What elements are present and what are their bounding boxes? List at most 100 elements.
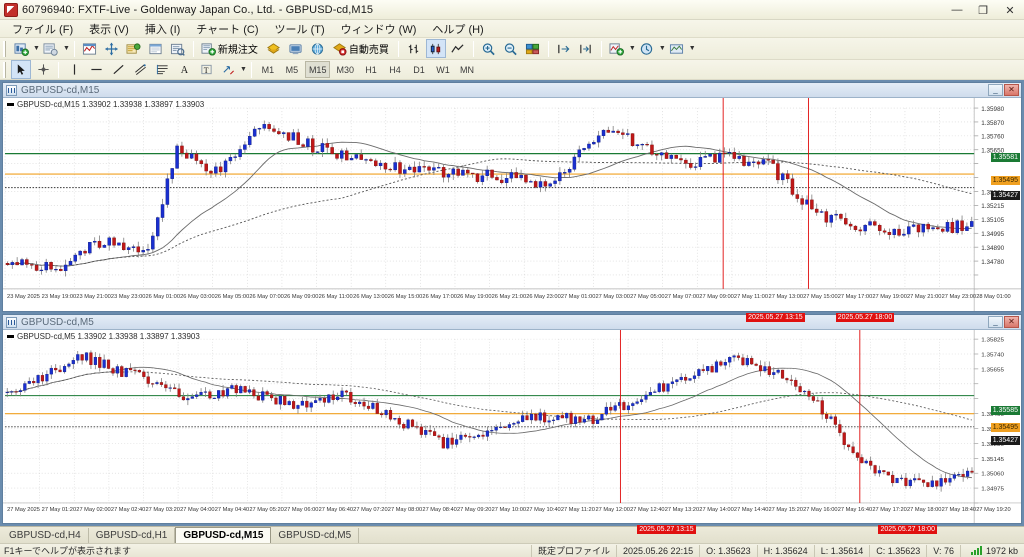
svg-text:27 May 02:00: 27 May 02:00 xyxy=(76,507,110,513)
status-low: L: 1.35614 xyxy=(813,544,870,557)
svg-text:27 May 06:40: 27 May 06:40 xyxy=(319,507,353,513)
chart-m15-title-bar[interactable]: GBPUSD-cd,M15 _ ✕ xyxy=(3,83,1021,98)
svg-text:1.35825: 1.35825 xyxy=(981,338,1004,344)
svg-text:26 May 05:00: 26 May 05:00 xyxy=(215,294,250,300)
line-chart-icon[interactable] xyxy=(448,39,468,58)
minimize-button[interactable]: — xyxy=(951,4,963,16)
zoom-in-icon[interactable] xyxy=(479,39,499,58)
tab-gbpusd-h4[interactable]: GBPUSD-cd,H4 xyxy=(2,528,89,543)
svg-text:27 May 05:00: 27 May 05:00 xyxy=(630,294,665,300)
text-icon[interactable]: T xyxy=(196,60,216,79)
timeframe-m30[interactable]: M30 xyxy=(336,64,354,75)
chart-window-m15: GBPUSD-cd,M15 _ ✕ GBPUSD-cd,M15 1.33902 … xyxy=(2,82,1022,322)
chart-profile-icon[interactable] xyxy=(80,39,100,58)
tile-windows-icon[interactable] xyxy=(523,39,543,58)
svg-text:27 May 21:00: 27 May 21:00 xyxy=(907,294,942,300)
svg-text:27 May 09:20: 27 May 09:20 xyxy=(457,507,491,513)
tab-gbpusd-m5[interactable]: GBPUSD-cd,M5 xyxy=(271,528,360,543)
menu-file[interactable]: ファイル (F) xyxy=(12,23,74,36)
fibonacci-retracement-icon[interactable] xyxy=(152,60,172,79)
arrows-icon[interactable] xyxy=(218,60,238,79)
crosshair-move-icon[interactable] xyxy=(102,39,122,58)
chart-m5-close-button[interactable]: ✕ xyxy=(1004,316,1019,328)
status-connection-traffic[interactable]: 1972 kb xyxy=(959,544,1024,557)
drawing-toolbar-grip[interactable] xyxy=(3,61,7,78)
chart-m15-ohlc-text: GBPUSD-cd,M15 1.33902 1.33938 1.33897 1.… xyxy=(17,100,205,109)
drawing-separator-2 xyxy=(250,61,252,78)
menu-window[interactable]: ウィンドウ (W) xyxy=(340,23,417,36)
toolbar-grip[interactable] xyxy=(3,40,7,57)
new-chart-dropdown-icon[interactable]: ▼ xyxy=(33,45,40,52)
timeframe-m15[interactable]: M15 xyxy=(304,61,331,78)
expert-advisor-icon[interactable] xyxy=(264,39,284,58)
navigator-icon[interactable] xyxy=(168,39,188,58)
timeframe-d1[interactable]: D1 xyxy=(413,64,425,75)
indicators-icon[interactable] xyxy=(607,39,627,58)
chart-m15-close-button[interactable]: ✕ xyxy=(1004,84,1019,96)
close-button[interactable]: ✕ xyxy=(1005,4,1015,17)
status-profile[interactable]: 既定プロファイル xyxy=(531,544,616,557)
maximize-button[interactable]: ❐ xyxy=(978,4,988,17)
svg-text:1.35760: 1.35760 xyxy=(981,134,1004,141)
vertical-line-icon[interactable] xyxy=(64,60,84,79)
menu-chart[interactable]: チャート (C) xyxy=(196,23,259,36)
help-globe-icon[interactable] xyxy=(308,39,328,58)
candlestick-chart-icon[interactable] xyxy=(425,39,446,58)
menu-view[interactable]: 表示 (V) xyxy=(89,23,129,36)
chart-window-m5: GBPUSD-cd,M5 _ ✕ GBPUSD-cd,M5 1.33902 1.… xyxy=(2,314,1022,534)
horizontal-line-icon[interactable] xyxy=(86,60,106,79)
zoom-out-icon[interactable] xyxy=(501,39,521,58)
chart-m5-minimize-button[interactable]: _ xyxy=(988,316,1003,328)
svg-text:27 May 01:00: 27 May 01:00 xyxy=(561,294,596,300)
open-chart-icon[interactable] xyxy=(41,39,61,58)
strategy-tester-icon[interactable] xyxy=(286,39,306,58)
market-watch-icon[interactable] xyxy=(124,39,144,58)
svg-text:27 May 16:00: 27 May 16:00 xyxy=(803,507,837,513)
period-dropdown-icon[interactable]: ▼ xyxy=(658,45,666,52)
svg-text:T: T xyxy=(203,66,208,75)
menu-insert[interactable]: 挿入 (I) xyxy=(144,23,181,36)
bar-chart-icon[interactable] xyxy=(404,39,424,58)
open-chart-dropdown-icon[interactable]: ▼ xyxy=(62,45,70,52)
shift-end-icon[interactable] xyxy=(554,39,574,58)
timeframe-h1[interactable]: H1 xyxy=(365,64,377,75)
svg-text:27 May 12:00: 27 May 12:00 xyxy=(595,507,629,513)
chart-m5-plot: 1.358251.357401.356551.354001.353151.352… xyxy=(3,330,1021,523)
indicators-dropdown-icon[interactable]: ▼ xyxy=(628,45,636,52)
autotrade-button[interactable]: 自動売買 xyxy=(329,39,394,58)
drawing-separator xyxy=(58,61,59,78)
templates-dropdown-icon[interactable]: ▼ xyxy=(688,45,696,52)
auto-scroll-icon[interactable] xyxy=(576,39,596,58)
arrows-dropdown-icon[interactable]: ▼ xyxy=(240,66,247,73)
toolbar-separator xyxy=(73,40,75,57)
svg-text:27 May 19:00: 27 May 19:00 xyxy=(872,294,907,300)
timeframe-m5[interactable]: M5 xyxy=(285,64,299,75)
period-icon[interactable] xyxy=(637,39,657,58)
data-window-icon[interactable] xyxy=(146,39,166,58)
templates-icon[interactable] xyxy=(667,39,687,58)
timeframe-m1[interactable]: M1 xyxy=(261,64,275,75)
menu-help[interactable]: ヘルプ (H) xyxy=(432,23,484,36)
crosshair-icon[interactable] xyxy=(33,60,53,79)
equidistant-channel-icon[interactable] xyxy=(130,60,150,79)
trendline-icon[interactable] xyxy=(108,60,128,79)
timeframe-mn[interactable]: MN xyxy=(459,64,474,75)
timeframe-w1[interactable]: W1 xyxy=(436,64,450,75)
tab-gbpusd-m15[interactable]: GBPUSD-cd,M15 xyxy=(175,527,272,543)
menu-tools[interactable]: ツール (T) xyxy=(274,23,325,36)
svg-text:A: A xyxy=(180,65,188,76)
timeframe-h4[interactable]: H4 xyxy=(389,64,401,75)
tab-gbpusd-h1[interactable]: GBPUSD-cd,H1 xyxy=(89,528,176,543)
chart-m15-canvas[interactable]: GBPUSD-cd,M15 1.33902 1.33938 1.33897 1.… xyxy=(3,98,1021,311)
svg-text:26 May 11:00: 26 May 11:00 xyxy=(319,294,353,300)
svg-text:1.35215: 1.35215 xyxy=(981,203,1004,210)
text-label-icon[interactable]: A xyxy=(174,60,194,79)
svg-text:27 May 09:00: 27 May 09:00 xyxy=(699,294,734,300)
toolbar-separator-6 xyxy=(600,40,602,57)
cursor-icon[interactable] xyxy=(11,60,31,79)
chart-m15-minimize-button[interactable]: _ xyxy=(988,84,1003,96)
svg-text:26 May 23:00: 26 May 23:00 xyxy=(526,294,561,300)
new-order-button[interactable]: 新規注文 xyxy=(198,39,263,58)
chart-m5-canvas[interactable]: GBPUSD-cd,M5 1.33902 1.33938 1.33897 1.3… xyxy=(3,330,1021,523)
new-chart-icon[interactable] xyxy=(11,39,31,58)
